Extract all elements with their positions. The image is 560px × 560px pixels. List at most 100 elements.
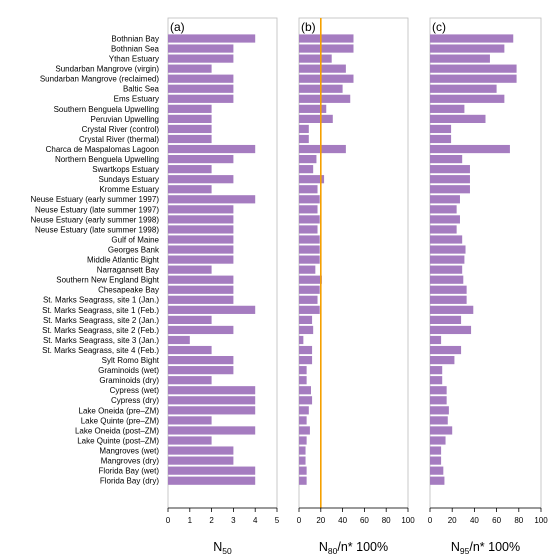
bar — [430, 185, 470, 194]
category-label: Florida Bay (wet) — [99, 467, 160, 476]
bar — [168, 436, 212, 445]
category-label: Sundays Estuary — [99, 175, 159, 184]
bar — [168, 235, 234, 244]
category-label: Georges Bank — [108, 245, 160, 254]
bar — [168, 185, 212, 194]
category-label: Sundarban Mangrove (virgin) — [55, 65, 159, 74]
bar — [430, 406, 449, 415]
x-tick-label: 4 — [253, 516, 258, 525]
bar — [168, 225, 234, 234]
bar — [299, 356, 313, 365]
bar — [168, 205, 234, 214]
bar — [430, 255, 465, 264]
bar — [430, 436, 446, 445]
bar — [299, 64, 346, 73]
x-tick-label: 60 — [492, 516, 501, 525]
bar — [299, 104, 327, 113]
x-tick-label: 40 — [338, 516, 347, 525]
category-label: Bothnian Bay — [111, 34, 159, 43]
bar — [168, 466, 256, 475]
bar — [430, 446, 442, 455]
bar — [168, 396, 256, 405]
category-label: Lake Quinte (pre–ZM) — [81, 416, 160, 425]
bar — [299, 205, 318, 214]
bar — [168, 426, 256, 435]
bar — [430, 144, 510, 154]
category-label: Baltic Sea — [123, 85, 160, 94]
category-label: Mangroves (dry) — [101, 457, 160, 466]
bar — [430, 345, 462, 355]
bar — [299, 225, 318, 234]
bar — [430, 195, 460, 204]
category-label: Lake Oneida (post–ZM) — [75, 426, 159, 435]
bar — [299, 466, 307, 475]
category-label: St. Marks Seagrass, site 1 (Feb.) — [42, 306, 159, 315]
x-tick-label: 80 — [514, 516, 523, 525]
bar — [430, 476, 445, 485]
bar — [299, 245, 320, 254]
bar — [299, 295, 318, 304]
category-label: Cypress (dry) — [111, 396, 159, 405]
bar — [430, 54, 490, 63]
bar — [168, 476, 256, 485]
category-label: Crystal River (thermal) — [79, 135, 159, 144]
category-label: Kromme Estuary — [99, 185, 159, 194]
category-label: Sundarban Mangrove (reclaimed) — [40, 75, 160, 84]
bar — [430, 285, 467, 294]
category-label: St. Marks Seagrass, site 3 (Jan.) — [43, 336, 159, 345]
panel-2: 0 20 40 60 80 100 (b) N80/n* 100% — [297, 17, 415, 556]
bar — [168, 54, 234, 63]
category-label: Southern Benguela Upwelling — [54, 105, 159, 114]
bar — [299, 235, 320, 244]
bar — [168, 94, 234, 103]
bar — [299, 215, 320, 224]
category-label: Neuse Estuary (early summer 1998) — [31, 215, 160, 224]
category-label: St. Marks Seagrass, site 4 (Feb.) — [42, 346, 159, 355]
bar — [299, 195, 320, 204]
bar — [168, 255, 234, 264]
bar — [168, 84, 234, 93]
category-label: Crystal River (control) — [82, 125, 160, 134]
bar — [168, 386, 256, 395]
bar — [430, 215, 460, 224]
bar — [430, 325, 472, 335]
bar — [299, 144, 346, 154]
category-label: Gulf of Maine — [111, 235, 159, 244]
bar — [430, 74, 517, 83]
bar — [168, 446, 234, 455]
bar — [299, 94, 351, 103]
bar — [168, 124, 212, 134]
category-label: Northern Benguela Upwelling — [55, 155, 159, 164]
bar — [168, 366, 234, 375]
bar — [299, 366, 307, 375]
bar — [430, 94, 505, 103]
bar — [299, 386, 311, 395]
bar — [168, 335, 190, 345]
bar — [430, 84, 497, 93]
bar — [299, 265, 316, 274]
x-tick-label: 2 — [209, 516, 214, 525]
x-axis-label: N80/n* 100% — [319, 540, 388, 556]
bar — [168, 104, 212, 113]
bar — [168, 295, 234, 304]
bar — [430, 335, 442, 345]
bar — [168, 345, 212, 355]
bar — [430, 356, 455, 365]
bar — [430, 426, 453, 435]
category-label: Swartkops Estuary — [92, 165, 159, 174]
bar — [168, 245, 234, 254]
category-label: Charca de Maspalomas Lagoon — [46, 145, 159, 154]
bar — [168, 416, 212, 425]
category-label: Florida Bay (dry) — [100, 477, 159, 486]
bar — [299, 476, 307, 485]
bar — [168, 285, 234, 294]
bar — [299, 175, 325, 184]
bar — [299, 124, 309, 134]
bar — [299, 315, 313, 324]
category-label: Graminoids (wet) — [98, 366, 159, 375]
bar — [299, 285, 320, 294]
bar — [168, 215, 234, 224]
bar — [168, 406, 256, 415]
bar — [430, 315, 462, 324]
